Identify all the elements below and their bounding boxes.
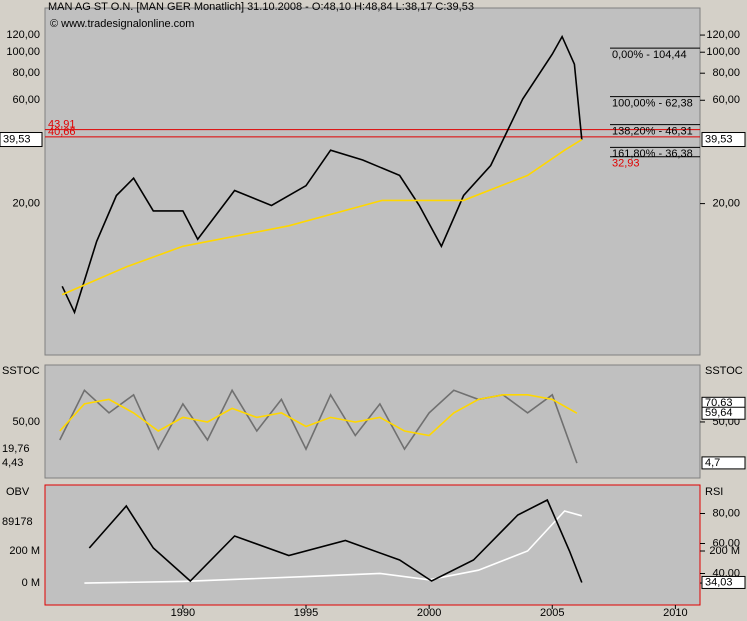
y2-tick-label: 60,00 bbox=[712, 537, 740, 549]
right-value-box bbox=[701, 406, 746, 420]
last-price-label-right: 39,53 bbox=[705, 133, 733, 145]
right-value-label: 4,7 bbox=[705, 457, 720, 469]
x-tick-label: 2000 bbox=[417, 607, 441, 619]
h-line-label: 40,66 bbox=[48, 126, 76, 138]
fib-label: 138,20% - 46,31 bbox=[612, 126, 693, 138]
left-value-label: 89178 bbox=[2, 516, 33, 528]
price-panel bbox=[44, 7, 701, 356]
stoch-title: SSTOC bbox=[2, 365, 40, 377]
right-value-label: 34,03 bbox=[705, 576, 733, 588]
series-line bbox=[59, 394, 578, 437]
y-tick-label-left: 200 M bbox=[9, 545, 40, 557]
y-tick-label: 20,00 bbox=[712, 198, 740, 210]
stoch-title-right: SSTOC bbox=[705, 365, 743, 377]
right-value-box bbox=[701, 456, 746, 470]
fib-label: 161,80% - 36,38 bbox=[612, 148, 693, 160]
last-price-box bbox=[0, 132, 43, 148]
last-price-label: 39,53 bbox=[3, 133, 31, 145]
right-value-label: 70,63 bbox=[705, 397, 733, 409]
chart-title: MAN AG ST O.N. [MAN GER Monatlich] 31.10… bbox=[48, 1, 474, 13]
rsi-title: RSI bbox=[705, 486, 723, 498]
fib-label: 32,93 bbox=[612, 158, 640, 170]
left-value-label: 19,76 bbox=[2, 443, 30, 455]
y-tick-label-left: 50,00 bbox=[12, 416, 40, 428]
copyright: © www.tradesignalonline.com bbox=[50, 18, 194, 30]
x-tick-label: 1990 bbox=[171, 607, 195, 619]
obv-panel bbox=[44, 484, 701, 606]
right-value-box bbox=[701, 575, 746, 589]
y-tick-label-left: 120,00 bbox=[6, 29, 40, 41]
right-value-label: 59,64 bbox=[705, 407, 733, 419]
h-line-label: 43,91 bbox=[48, 119, 76, 131]
last-price-box-right bbox=[701, 132, 746, 148]
y2-tick-label: 80,00 bbox=[712, 507, 740, 519]
obv-title: OBV bbox=[6, 486, 30, 498]
stoch-panel bbox=[44, 364, 701, 479]
x-tick-label: 2005 bbox=[540, 607, 564, 619]
y-tick-label-left: 20,00 bbox=[12, 198, 40, 210]
y-tick-label-left: 100,00 bbox=[6, 46, 40, 58]
series-line bbox=[88, 498, 583, 583]
series-line bbox=[61, 34, 583, 315]
y-tick-label: 200 M bbox=[709, 545, 740, 557]
fib-label: 0,00% - 104,44 bbox=[612, 49, 687, 61]
x-tick-label: 2010 bbox=[663, 607, 687, 619]
y-tick-label-left: 0 M bbox=[22, 577, 40, 589]
y-tick-label: 100,00 bbox=[706, 46, 740, 58]
fib-label: 100,00% - 62,38 bbox=[612, 98, 693, 110]
y-tick-label: 80,00 bbox=[712, 67, 740, 79]
y-tick-label: 120,00 bbox=[706, 29, 740, 41]
x-tick-label: 1995 bbox=[294, 607, 318, 619]
series-line bbox=[61, 138, 583, 296]
y-tick-label: 60,00 bbox=[712, 94, 740, 106]
left-value-label: 4,43 bbox=[2, 457, 23, 469]
y-tick-label-left: 60,00 bbox=[12, 94, 40, 106]
y-tick-label-left: 80,00 bbox=[12, 67, 40, 79]
